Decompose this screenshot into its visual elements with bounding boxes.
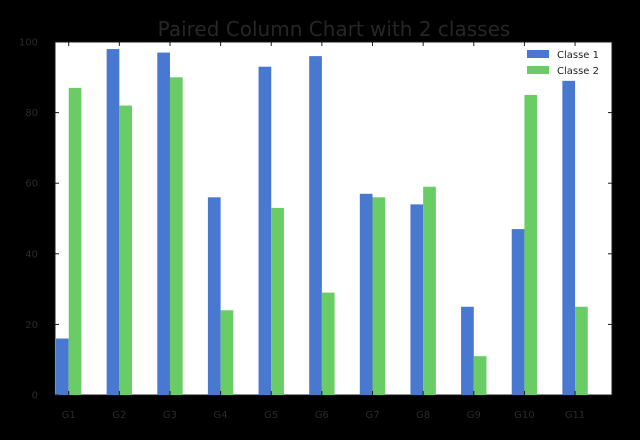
bar-classe-1-g11 bbox=[562, 80, 576, 395]
bar-classe-1-g3 bbox=[157, 52, 170, 396]
x-tick-label: G7 bbox=[365, 410, 379, 421]
bar-classe-2-g6 bbox=[321, 292, 335, 395]
bar-classe-2-g1 bbox=[68, 87, 82, 395]
bar-classe-2-g5 bbox=[271, 207, 284, 395]
x-tick-label: G6 bbox=[315, 410, 329, 421]
bar-classe-2-g9 bbox=[473, 356, 487, 395]
y-tick-label: 0 bbox=[32, 391, 38, 402]
bar-classe-1-g6 bbox=[309, 56, 322, 396]
y-tick-label: 80 bbox=[25, 108, 38, 119]
x-tick-label: G8 bbox=[416, 410, 430, 421]
x-tick-label: G4 bbox=[214, 410, 228, 421]
y-tick-label: 100 bbox=[19, 38, 38, 49]
bar-classe-2-g7 bbox=[372, 197, 386, 395]
x-tick-label: G1 bbox=[62, 410, 76, 421]
bar-classe-1-g1 bbox=[56, 338, 69, 395]
bar-classe-1-g2 bbox=[106, 49, 120, 396]
bar-classe-2-g3 bbox=[169, 77, 183, 396]
bar-classe-1-g5 bbox=[258, 66, 272, 396]
x-tick-label: G3 bbox=[163, 410, 177, 421]
x-tick-label: G10 bbox=[514, 410, 534, 421]
x-tick-label: G2 bbox=[112, 410, 126, 421]
legend: Classe 1 Classe 2 bbox=[527, 50, 599, 77]
bar-classe-2-g2 bbox=[119, 105, 133, 395]
bar-classe-2-g8 bbox=[423, 186, 436, 395]
x-tick-label: G5 bbox=[264, 410, 278, 421]
legend-swatch bbox=[527, 66, 549, 74]
bar-classe-2-g10 bbox=[524, 94, 538, 395]
bar-classe-1-g7 bbox=[359, 193, 373, 395]
legend-label: Classe 1 bbox=[557, 50, 599, 61]
bar-classe-1-g9 bbox=[461, 306, 474, 395]
y-tick-label: 40 bbox=[25, 249, 38, 260]
chart-title: Paired Column Chart with 2 classes bbox=[158, 17, 511, 41]
bar-classe-1-g4 bbox=[207, 197, 221, 395]
legend-swatch bbox=[527, 50, 549, 58]
bar-classe-1-g8 bbox=[410, 204, 424, 395]
bar-classe-2-g4 bbox=[220, 310, 234, 395]
bar-classe-1-g10 bbox=[511, 229, 525, 395]
x-tick-label: G9 bbox=[467, 410, 481, 421]
x-tick-label: G11 bbox=[565, 410, 585, 421]
y-tick-label: 60 bbox=[25, 179, 38, 190]
y-tick-label: 20 bbox=[25, 320, 38, 331]
bar-classe-2-g11 bbox=[575, 306, 588, 395]
legend-label: Classe 2 bbox=[557, 66, 599, 77]
